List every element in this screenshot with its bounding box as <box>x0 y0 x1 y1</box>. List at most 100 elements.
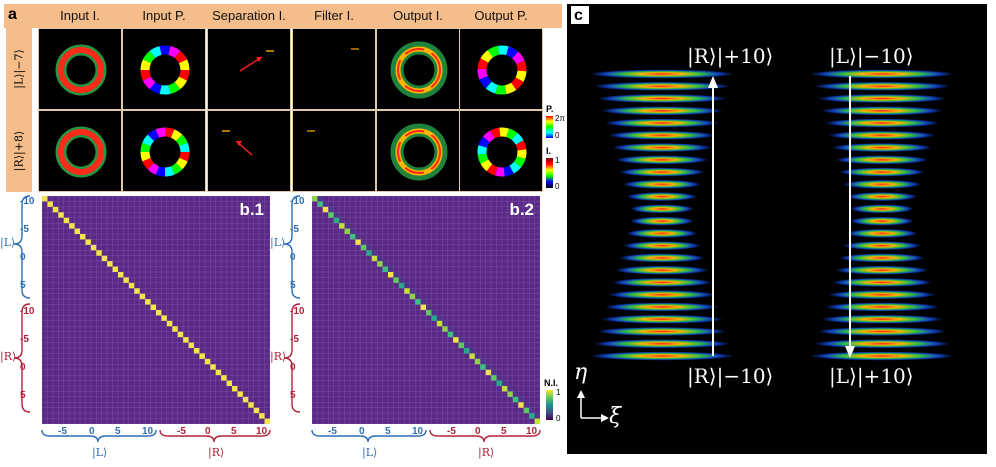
beam-stripe-0-18 <box>608 290 716 300</box>
beam-stripe-0-19 <box>604 302 720 312</box>
tile-r0-c3 <box>292 28 376 110</box>
beam-stripe-0-3 <box>600 106 724 116</box>
matrix0-xtick-R-0: -5 <box>177 426 186 437</box>
beam-stripe-1-8 <box>839 167 925 177</box>
matrix1-xtick-R-0: -5 <box>447 426 456 437</box>
beam-stripe-1-3 <box>820 106 944 116</box>
beam-stripe-0-13 <box>626 228 698 238</box>
label-bottom-left: |R⟩|−10⟩ <box>687 364 774 388</box>
ni-bar-max: 1 <box>556 388 561 397</box>
beam-stripe-1-0 <box>810 69 954 79</box>
tile-r1-c2 <box>207 110 291 192</box>
beam-stripe-1-2 <box>817 94 947 104</box>
beam-stripe-0-6 <box>611 143 713 153</box>
beam-stripe-1-18 <box>828 290 936 300</box>
tile-r1-c5 <box>459 110 543 192</box>
beam-stripe-0-21 <box>597 326 727 336</box>
matrix0-ytick-L-2: 0 <box>20 252 26 263</box>
matrix1-ylabel-R: |R⟩ <box>270 350 287 363</box>
beam-stripe-1-5 <box>828 130 936 140</box>
beam-stripe-0-0 <box>590 69 734 79</box>
matrix1-ytick-L-2: 0 <box>290 252 296 263</box>
matrix1-ytick-R-3: 5 <box>290 390 296 401</box>
panel-a-header-bar <box>4 4 562 28</box>
ni-bar-title: N.I. <box>544 378 559 388</box>
beam-stripe-0-22 <box>593 339 731 349</box>
intensity-colorbar <box>546 158 553 188</box>
tile-r0-c5 <box>459 28 543 110</box>
row-label-0: |L⟩|−7⟩ <box>6 28 32 110</box>
matrix0-ytick-L-0: -10 <box>20 196 35 207</box>
tile-r0-c4 <box>376 28 460 110</box>
matrix1-xtick-R-3: 10 <box>526 426 538 437</box>
matrix0-ytick-R-0: -10 <box>20 306 35 317</box>
matrix0-xtick-R-1: 0 <box>205 426 211 437</box>
beam-stripe-0-2 <box>597 94 727 104</box>
column-header-5: Output P. <box>474 8 528 23</box>
beam-stripe-0-11 <box>630 204 694 214</box>
beam-stripe-1-1 <box>813 81 951 91</box>
intensity-bar-title: I. <box>546 146 552 156</box>
panel-c-stripes <box>577 69 954 422</box>
matrix0-xtick-L-2: 5 <box>115 426 121 437</box>
tile-r1-c4 <box>376 110 460 192</box>
matrix1-xtick-L-1: 0 <box>359 426 365 437</box>
tile-r1-c3 <box>292 110 376 192</box>
column-header-2: Separation I. <box>212 8 286 23</box>
beam-stripe-1-11 <box>850 204 914 214</box>
row-label-text-1: |R⟩|+8⟩ <box>12 130 26 172</box>
beam-stripe-1-15 <box>839 253 925 263</box>
panel-b-braces <box>13 195 541 443</box>
matrix1-ytick-L-3: 5 <box>290 280 296 291</box>
panel-c-letter: c <box>574 7 583 24</box>
matrix-b1: b.1 <box>42 196 270 424</box>
matrix-b2-label: b.2 <box>509 200 534 219</box>
phase-bar-max: 2π <box>555 114 565 123</box>
matrix1-xtick-R-2: 5 <box>501 426 507 437</box>
panel-a-letter: a <box>8 6 17 23</box>
matrix0-ylabel-L: |L⟩ <box>0 236 16 249</box>
beam-stripe-0-16 <box>615 265 709 275</box>
matrix0-xtick-R-3: 10 <box>256 426 268 437</box>
label-bottom-right: |L⟩|+10⟩ <box>829 364 914 388</box>
matrix1-xlabel-R: |R⟩ <box>478 446 495 459</box>
beam-stripe-0-1 <box>593 81 731 91</box>
beam-stripe-1-6 <box>831 143 933 153</box>
beam-stripe-1-7 <box>835 155 929 165</box>
label-top-left: |R⟩|+10⟩ <box>687 44 774 68</box>
ni-colorbar-group: N.I. 1 0 <box>544 378 570 426</box>
matrix0-xtick-L-3: 10 <box>142 426 154 437</box>
beam-stripe-1-12 <box>850 216 914 226</box>
beam-stripe-1-22 <box>813 339 951 349</box>
phase-colorbar <box>546 116 553 138</box>
intensity-bar-min: 0 <box>555 182 560 191</box>
matrix1-xtick-R-1: 0 <box>475 426 481 437</box>
column-header-0: Input I. <box>60 8 100 23</box>
beam-stripe-1-16 <box>835 265 929 275</box>
ni-bar-min: 0 <box>556 414 561 423</box>
beam-stripe-1-19 <box>824 302 940 312</box>
axis-eta: η <box>574 360 588 385</box>
label-top-right: |L⟩|−10⟩ <box>829 44 914 68</box>
matrix0-ytick-R-1: -5 <box>20 334 29 345</box>
phase-bar-title: P. <box>546 104 554 114</box>
matrix0-ytick-L-1: -5 <box>20 224 29 235</box>
matrix1-xtick-L-2: 5 <box>385 426 391 437</box>
intensity-bar-max: 1 <box>555 156 560 165</box>
matrix0-ylabel-R: |R⟩ <box>0 350 17 363</box>
matrix1-ytick-R-1: -5 <box>290 334 299 345</box>
beam-stripe-0-4 <box>604 118 720 128</box>
beam-stripe-1-14 <box>842 241 922 251</box>
matrix1-ytick-R-0: -10 <box>290 306 305 317</box>
matrix-b1-label: b.1 <box>239 200 264 219</box>
panel-c: c |R⟩|+10⟩ |L⟩|−10⟩ |R⟩|−10⟩ |L⟩|+10⟩ η … <box>567 4 987 454</box>
tile-r1-c0 <box>38 110 122 192</box>
tile-r0-c2 <box>207 28 291 110</box>
beam-stripe-1-13 <box>846 228 918 238</box>
matrix1-xlabel-L: |L⟩ <box>362 446 378 459</box>
beam-stripe-1-20 <box>820 314 944 324</box>
beam-stripe-0-10 <box>626 192 698 202</box>
beam-stripe-0-5 <box>608 130 716 140</box>
beam-stripe-1-21 <box>817 326 947 336</box>
beam-stripe-1-9 <box>842 179 922 189</box>
